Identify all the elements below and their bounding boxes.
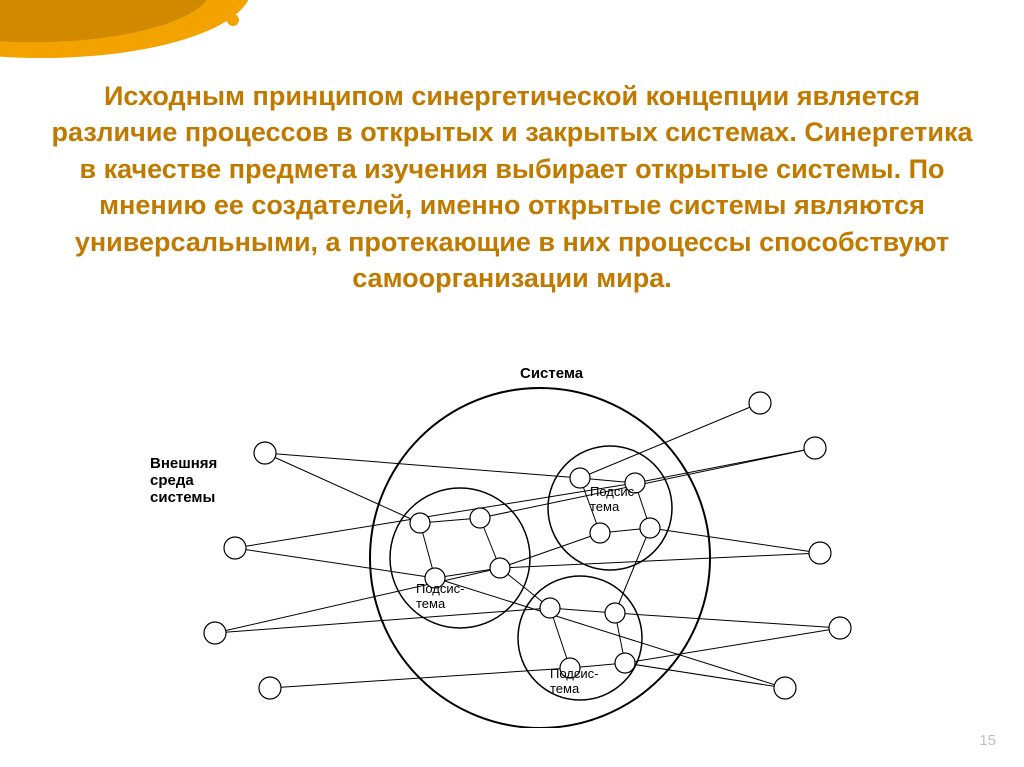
diagram-edge	[615, 528, 650, 613]
subsystem-circle	[390, 488, 530, 628]
corner-dot	[227, 14, 239, 26]
label-subsystem: Подсис-	[416, 581, 464, 596]
diagram-edge	[215, 568, 500, 633]
diagram-edge	[235, 548, 435, 578]
slide-heading: Исходным принципом синергетической конце…	[40, 78, 984, 297]
system-circle	[370, 388, 710, 728]
inner-node	[410, 513, 430, 533]
diagram-edge	[650, 528, 820, 553]
corner-arc-inner	[0, 0, 212, 42]
diagram-edge	[500, 533, 600, 568]
inner-node	[640, 518, 660, 538]
subsystem-circle	[518, 576, 642, 700]
page-number: 15	[979, 732, 996, 749]
inner-node	[570, 468, 590, 488]
diagram-edge	[625, 663, 785, 688]
label-environment: среда	[150, 472, 194, 489]
outer-node	[774, 677, 796, 699]
outer-node	[204, 622, 226, 644]
label-subsystem: тема	[416, 596, 446, 611]
label-subsystem: Подсис-	[590, 484, 638, 499]
inner-node	[605, 603, 625, 623]
label-environment: системы	[150, 489, 215, 506]
diagram-edge	[500, 553, 820, 568]
inner-node	[540, 598, 560, 618]
label-subsystem: Подсис-	[550, 666, 598, 681]
corner-arc-outer	[0, 0, 251, 58]
outer-node	[259, 677, 281, 699]
outer-node	[254, 442, 276, 464]
inner-node	[470, 508, 490, 528]
inner-node	[490, 558, 510, 578]
label-subsystem: тема	[590, 499, 620, 514]
label-system: Система	[520, 368, 584, 382]
outer-node	[749, 392, 771, 414]
label-environment: Внешняя	[150, 455, 217, 472]
outer-node	[829, 617, 851, 639]
system-diagram: ВнешняясредасистемыСистемаПодсис-темаПод…	[120, 368, 904, 728]
diagram-edge	[435, 578, 785, 688]
diagram-edge	[615, 613, 840, 628]
corner-decoration	[0, 0, 260, 70]
outer-node	[809, 542, 831, 564]
inner-node	[590, 523, 610, 543]
diagram-edge	[580, 403, 760, 478]
outer-node	[224, 537, 246, 559]
label-subsystem: тема	[550, 681, 580, 696]
diagram-edge	[625, 628, 840, 663]
outer-node	[804, 437, 826, 459]
inner-node	[615, 653, 635, 673]
